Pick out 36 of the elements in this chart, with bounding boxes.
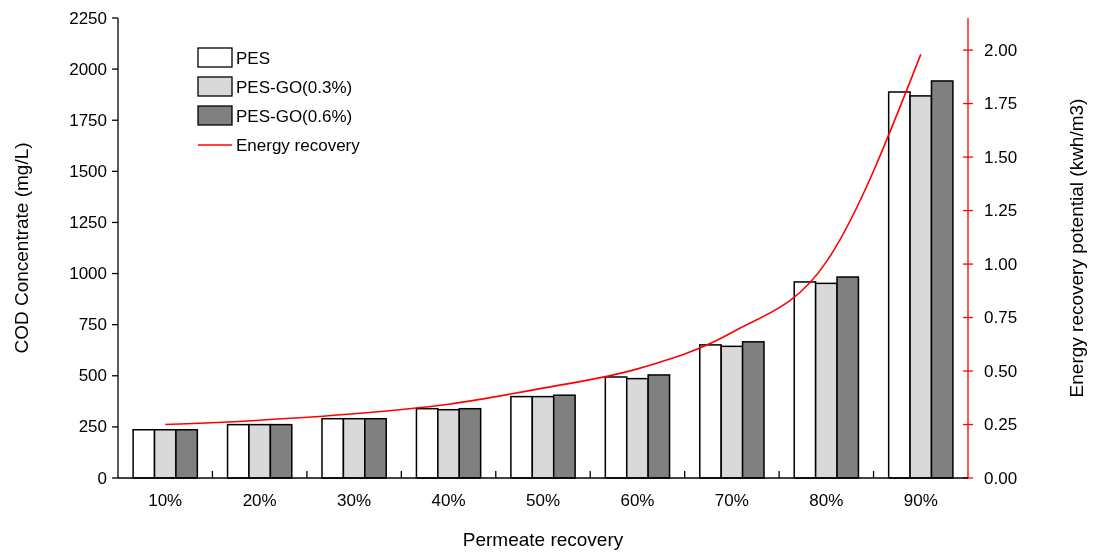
legend-label: PES (236, 48, 271, 68)
y2-tick-label: 1.00 (984, 254, 1018, 274)
y2-axis-title: Energy recovery potential (kwh/m3) (1066, 98, 1087, 398)
y-tick-label: 2250 (69, 8, 107, 28)
y2-tick-label: 2.00 (984, 40, 1018, 60)
y2-tick-label: 1.50 (984, 147, 1018, 167)
y2-tick-label: 0.00 (984, 468, 1018, 488)
x-tick-label: 40% (431, 491, 466, 510)
x-tick-label: 10% (148, 491, 183, 510)
x-tick-label: 80% (809, 491, 844, 510)
y-tick-label: 0 (97, 468, 107, 488)
y-axis-title: COD Concentrate (mg/L) (11, 142, 32, 354)
y-tick-label: 500 (78, 366, 107, 386)
y-tick-label: 750 (78, 315, 107, 335)
y2-tick-label: 0.50 (984, 361, 1018, 381)
y-tick-label: 1500 (69, 161, 107, 181)
legend-label: PES-GO(0.3%) (236, 77, 353, 97)
y2-tick-label: 0.25 (984, 415, 1018, 435)
legend-label: Energy recovery (236, 135, 361, 155)
y-tick-label: 2000 (69, 59, 107, 79)
x-tick-label: 30% (337, 491, 372, 510)
x-axis-title: Permeate recovery (462, 529, 624, 550)
line-series (164, 53, 922, 426)
x-tick-label: 60% (620, 491, 655, 510)
y-tick-label: 1000 (69, 264, 107, 284)
y2-tick-label: 1.75 (984, 94, 1018, 114)
y2-tick-label: 0.75 (984, 308, 1018, 328)
y-tick-label: 250 (78, 417, 107, 437)
x-tick-label: 70% (714, 491, 749, 510)
x-tick-label: 50% (525, 491, 561, 510)
y2-tick-label: 1.25 (984, 201, 1018, 221)
y-tick-label: 1250 (69, 212, 107, 232)
x-tick-label: 90% (903, 491, 938, 510)
legend-label: PES-GO(0.6%) (236, 106, 353, 126)
x-tick-label: 20% (242, 491, 277, 510)
y-tick-label: 1750 (69, 110, 107, 130)
